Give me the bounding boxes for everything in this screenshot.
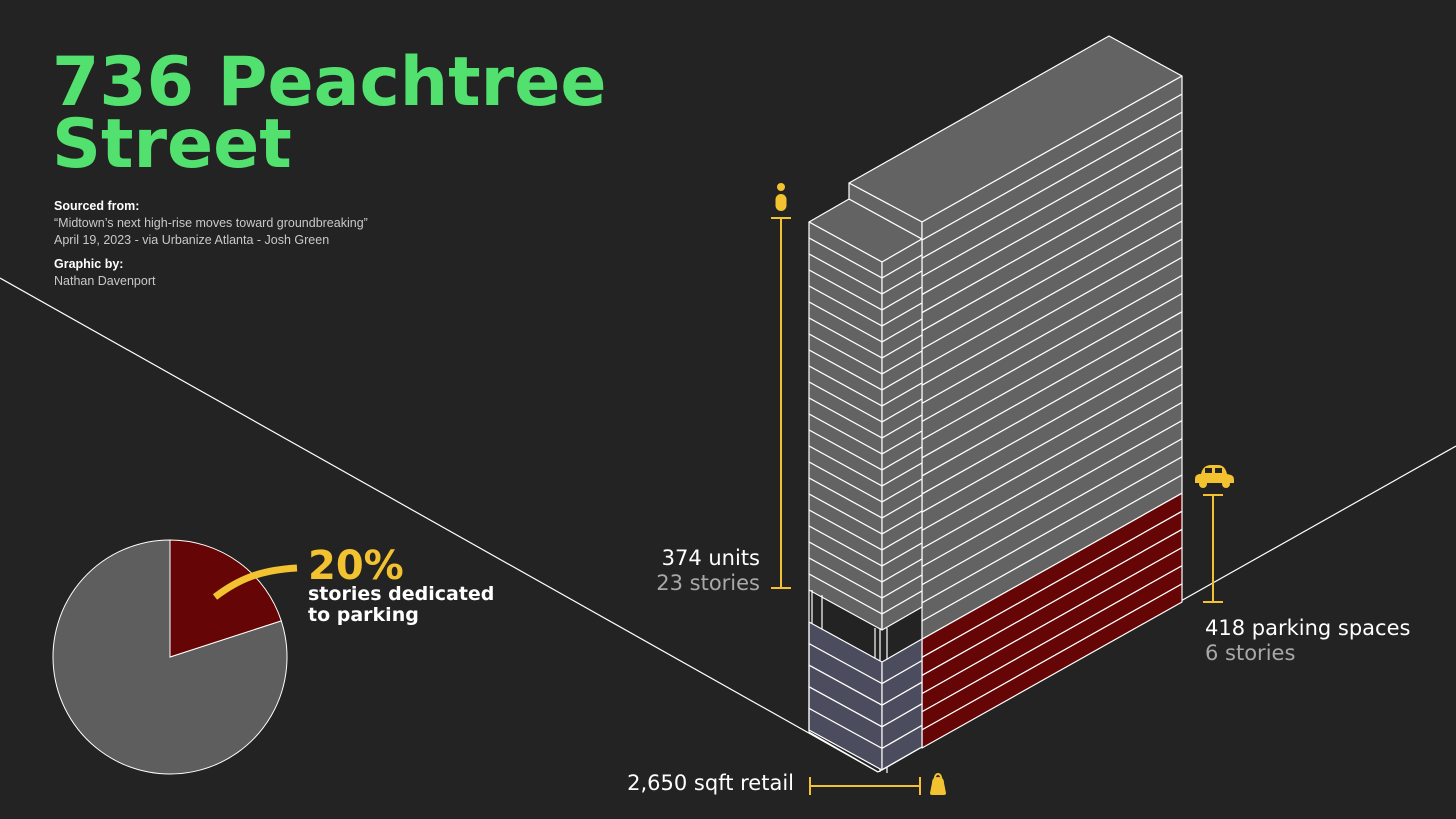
lobby-glass — [881, 724, 923, 771]
slab-right-face — [921, 75, 1183, 749]
edge — [808, 731, 879, 773]
pie-slice-other — [52, 539, 288, 775]
units-label: 374 units 23 stories — [656, 546, 760, 596]
page-title: 736 Peachtree Street — [52, 43, 607, 184]
parking-stories: 6 stories — [1205, 641, 1296, 665]
lowtower-right-face — [881, 238, 923, 631]
residential-floor — [881, 590, 923, 631]
units-count: 374 units — [661, 546, 760, 570]
parking-percent: 20% — [308, 543, 404, 589]
units-stories: 23 stories — [656, 571, 760, 595]
retail-area: 2,650 sqft retail — [627, 771, 794, 795]
parking-dimension — [1203, 494, 1223, 603]
shopping-bag-icon — [930, 772, 946, 795]
retail-dimension — [809, 777, 921, 795]
ground-line-left — [0, 277, 879, 773]
title-line-2: Street — [52, 105, 292, 184]
parking-count: 418 parking spaces — [1205, 616, 1411, 640]
car-icon — [1195, 465, 1234, 488]
graphic-label: Graphic by: — [54, 257, 124, 271]
title-line-1: 736 Peachtree — [52, 43, 607, 122]
parking-label: 418 parking spaces 6 stories — [1205, 616, 1410, 666]
article-title: “Midtown’s next high-rise moves toward g… — [54, 216, 368, 230]
edge — [877, 747, 921, 773]
pie-pointer — [212, 564, 298, 600]
author-name: Nathan Davenport — [54, 274, 156, 288]
credits: Sourced from: “Midtown’s next high-rise … — [54, 198, 368, 290]
parking-pie-chart — [52, 539, 298, 775]
note-line-1: stories dedicated — [308, 583, 495, 605]
retail-label: 2,650 sqft retail — [627, 771, 794, 796]
article-date: April 19, 2023 - via Urbanize Atlanta - … — [54, 233, 330, 247]
note-line-2: to parking — [308, 604, 419, 626]
sourced-label: Sourced from: — [54, 199, 140, 213]
building-isometric — [808, 35, 1183, 773]
lobby-base — [808, 590, 923, 773]
lowtower-left-face — [808, 221, 883, 631]
pie-slice-parking — [169, 539, 282, 658]
units-dimension — [771, 217, 791, 589]
parking-percent-note: stories dedicated to parking — [308, 584, 494, 626]
person-icon — [775, 183, 787, 211]
